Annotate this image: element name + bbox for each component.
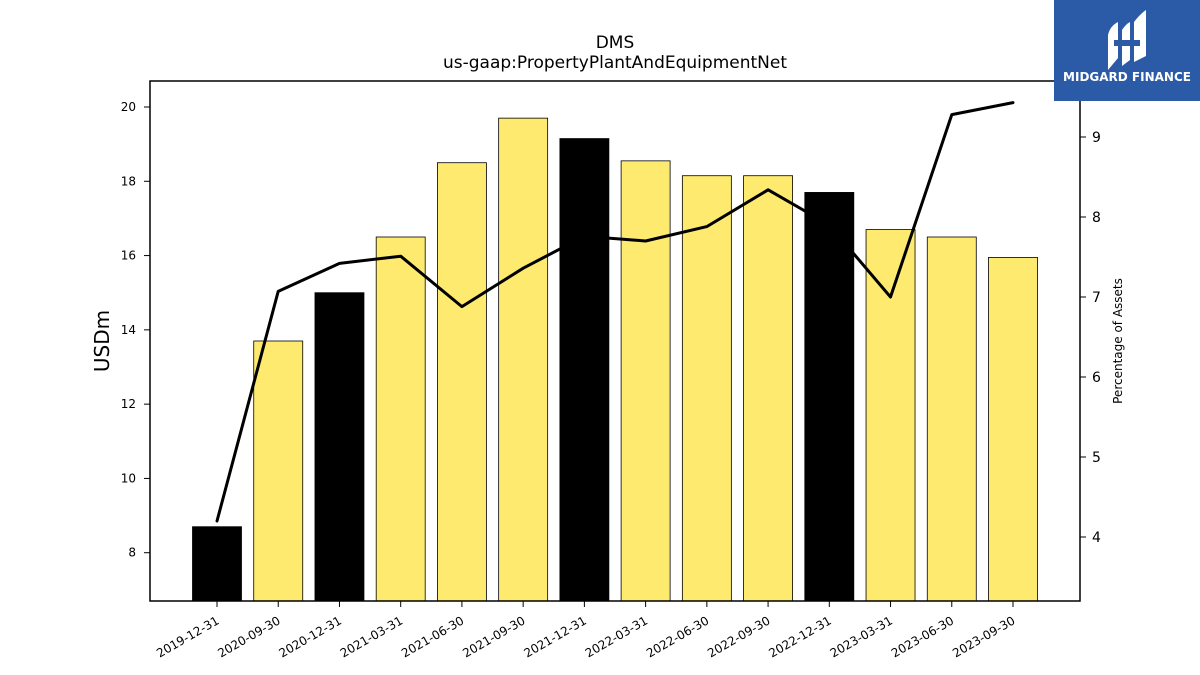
plot-frame	[149, 80, 1081, 602]
x-tick-label: 2022-03-31	[583, 613, 650, 660]
logo-mark-icon	[1108, 10, 1146, 70]
y2-tick-label: 4	[1092, 530, 1101, 546]
series-line	[215, 101, 1015, 523]
bar	[559, 138, 610, 602]
bar	[192, 526, 242, 602]
bar	[681, 175, 732, 602]
x-tick-label: 2020-12-31	[277, 613, 344, 660]
x-tick-label: 2022-09-30	[705, 613, 772, 660]
bar	[253, 340, 304, 602]
x-tick-label: 2022-12-31	[766, 613, 833, 660]
bar	[926, 236, 977, 602]
y-tick-label: 10	[121, 471, 136, 485]
bar	[865, 229, 916, 602]
y2-tick-label: 7	[1092, 290, 1101, 306]
y2-tick-label: 8	[1092, 210, 1101, 226]
logo-text: MIDGARD FINANCE	[1063, 70, 1191, 84]
y-tick-label: 12	[121, 397, 136, 411]
x-tick-label: 2020-09-30	[215, 613, 282, 660]
y-tick-label: 16	[121, 249, 136, 263]
bar	[743, 175, 793, 602]
y2-tick-label: 6	[1092, 370, 1101, 386]
left-axis-ticks: 8 10 12 14 16 18 20	[121, 100, 150, 560]
bar	[498, 117, 549, 602]
y-tick-label: 18	[121, 174, 136, 188]
x-tick-label: 2019-12-31	[154, 613, 221, 660]
brand-logo: MIDGARD FINANCE	[1054, 0, 1200, 101]
y2-axis-label: Percentage of Assets	[1111, 278, 1125, 404]
y-axis-label: USDm	[90, 310, 114, 372]
x-axis-ticks: 2019-12-312020-09-302020-12-312021-03-31…	[154, 601, 1018, 660]
bar	[375, 236, 426, 602]
chart-subtitle: us-gaap:PropertyPlantAndEquipmentNet	[443, 53, 787, 73]
y-tick-label: 8	[128, 546, 136, 560]
bar	[314, 292, 365, 602]
y2-tick-label: 9	[1092, 130, 1101, 146]
x-tick-label: 2022-06-30	[644, 613, 711, 660]
right-axis-ticks: 4 5 6 7 8 9	[1080, 130, 1101, 546]
x-tick-label: 2023-09-30	[950, 613, 1017, 660]
chart-title: DMS	[596, 33, 635, 53]
y-tick-label: 14	[121, 323, 136, 337]
x-tick-label: 2021-12-31	[521, 613, 588, 660]
x-tick-label: 2023-03-31	[828, 613, 895, 660]
bar	[988, 257, 1038, 602]
x-tick-label: 2021-03-31	[338, 613, 405, 660]
bar	[437, 162, 487, 602]
x-tick-label: 2021-06-30	[399, 613, 466, 660]
bar-series	[192, 117, 1038, 602]
y-tick-label: 20	[121, 100, 136, 114]
x-tick-label: 2021-09-30	[460, 613, 527, 660]
line-series	[215, 101, 1015, 523]
y2-tick-label: 5	[1092, 450, 1101, 466]
bar	[620, 160, 671, 602]
x-tick-label: 2023-06-30	[889, 613, 956, 660]
bar	[804, 192, 855, 602]
